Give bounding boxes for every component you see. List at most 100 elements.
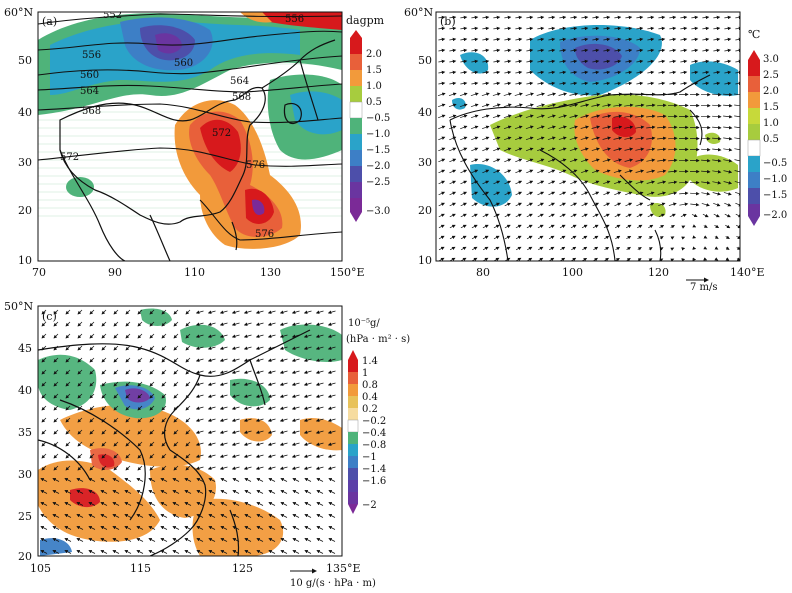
vector-arrow: [113, 321, 119, 327]
vector-arrow: [569, 136, 578, 140]
vector-arrow: [195, 466, 204, 470]
vector-arrow: [734, 159, 740, 163]
vector-arrow: [525, 92, 534, 96]
vector-arrow: [725, 246, 730, 250]
vector-arrow: [460, 213, 467, 218]
vector-arrow: [267, 394, 276, 398]
vector-arrow: [515, 26, 523, 31]
vector-arrow: [231, 346, 240, 350]
vector-arrow: [602, 136, 612, 140]
vector-arrow: [279, 394, 288, 398]
vector-arrow: [635, 125, 645, 129]
panel-a-x-tick: 90: [108, 266, 122, 279]
vector-arrow: [514, 125, 523, 130]
panel-c-y-unit: 50°N: [4, 300, 33, 313]
vector-arrow: [471, 59, 479, 64]
vector-arrow: [161, 357, 167, 363]
vector-arrow: [160, 478, 168, 482]
panel-c-flux-vectors: [40, 309, 336, 554]
vector-arrow: [291, 370, 300, 374]
vector-arrow: [735, 15, 740, 20]
vector-arrow: [160, 526, 168, 530]
vector-arrow: [137, 381, 143, 387]
vector-arrow: [680, 15, 688, 20]
vector-arrow: [438, 48, 446, 53]
vector-arrow: [161, 333, 167, 339]
vector-arrow: [124, 478, 132, 482]
vector-arrow: [559, 26, 567, 31]
vector-arrow: [303, 442, 312, 446]
vector-arrow: [40, 550, 48, 554]
vector-arrow: [734, 125, 740, 130]
vector-arrow: [101, 333, 107, 339]
panel-b-x-tick: 100: [562, 266, 583, 279]
vector-arrow: [580, 103, 590, 107]
vector-arrow: [624, 158, 634, 162]
vector-arrow: [536, 125, 545, 130]
contour-label: 568: [232, 92, 251, 103]
vector-arrow: [280, 502, 288, 506]
vector-arrow: [292, 514, 300, 518]
vector-arrow: [723, 192, 732, 196]
vector-arrow: [65, 453, 71, 459]
vector-arrow: [680, 26, 688, 31]
vector-arrow: [64, 538, 72, 542]
vector-arrow: [691, 37, 699, 42]
vector-arrow: [646, 158, 656, 162]
vector-arrow: [504, 15, 512, 20]
vector-arrow: [592, 202, 600, 207]
vector-arrow: [195, 430, 204, 434]
vector-arrow: [548, 59, 556, 64]
vector-arrow: [460, 235, 467, 240]
panel-a-x-tick: 150°E: [330, 266, 365, 279]
vector-arrow: [701, 136, 711, 141]
vector-arrow: [591, 125, 601, 129]
vector-arrow: [267, 370, 276, 374]
vector-arrow: [657, 158, 667, 163]
vector-arrow: [570, 224, 577, 229]
vector-arrow: [625, 48, 633, 53]
vector-arrow: [291, 394, 300, 398]
vector-arrow: [112, 502, 120, 506]
vector-arrow: [207, 358, 216, 362]
vector-arrow: [327, 322, 336, 326]
vector-arrow: [304, 538, 312, 542]
vector-arrow: [77, 453, 83, 459]
vector-arrow: [624, 92, 634, 97]
vector-arrow: [207, 430, 216, 434]
vector-arrow: [613, 125, 623, 129]
vector-arrow: [625, 224, 632, 229]
vector-arrow: [243, 466, 252, 470]
vector-arrow: [327, 454, 336, 458]
vector-arrow: [101, 453, 107, 459]
vector-arrow: [537, 37, 545, 42]
vector-arrow: [724, 70, 732, 75]
vector-arrow: [267, 358, 276, 362]
panel-b-y-tick: 40: [418, 106, 432, 119]
vector-arrow: [304, 490, 312, 494]
vector-arrow: [548, 26, 556, 31]
vector-arrow: [636, 48, 644, 53]
vector-arrow: [668, 125, 678, 130]
vector-arrow: [77, 465, 83, 471]
vector-arrow: [267, 442, 276, 446]
vector-arrow: [614, 59, 622, 64]
vector-arrow: [185, 333, 191, 339]
vector-arrow: [172, 490, 180, 494]
vector-arrow: [327, 334, 336, 338]
vector-arrow: [493, 158, 501, 163]
vector-arrow: [504, 26, 512, 31]
vector-arrow: [243, 346, 252, 350]
vector-arrow: [504, 158, 512, 163]
vector-arrow: [703, 224, 708, 228]
vector-arrow: [569, 158, 578, 163]
vector-arrow: [243, 310, 252, 314]
panel-b-y-unit: 60°N: [404, 6, 433, 19]
vector-arrow: [161, 321, 167, 327]
vector-arrow: [149, 309, 155, 315]
vector-arrow: [581, 26, 589, 31]
panel-b-x-tick: 80: [476, 266, 490, 279]
vector-arrow: [647, 37, 655, 42]
vector-arrow: [438, 235, 445, 240]
vector-arrow: [149, 453, 155, 459]
